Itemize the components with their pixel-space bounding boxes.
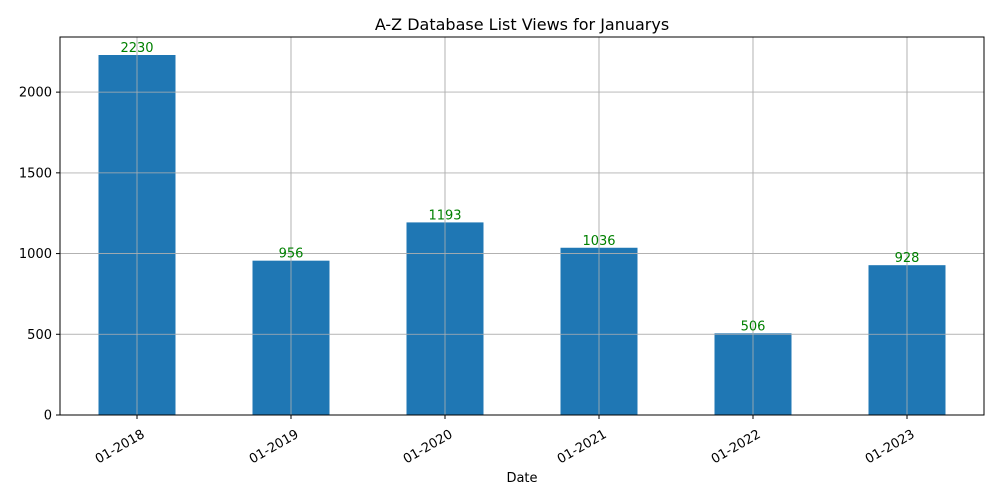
data-label: 506 [741, 319, 766, 334]
y-tick-label: 500 [27, 328, 52, 343]
y-tick-label: 0 [44, 409, 52, 424]
data-labels: 2230 956 1193 1036 506 928 [120, 41, 919, 334]
data-label: 1036 [582, 234, 615, 249]
data-label: 956 [279, 247, 304, 262]
x-axis-label: Date [506, 471, 537, 486]
y-tick-label: 1500 [19, 166, 52, 181]
plot-frame [59, 36, 985, 416]
data-label: 928 [895, 251, 920, 266]
y-tick-label: 2000 [19, 86, 52, 101]
chart-title: A-Z Database List Views for Januarys [375, 15, 669, 34]
data-label: 2230 [120, 41, 153, 56]
y-tick-label: 1000 [19, 247, 52, 262]
data-label: 1193 [428, 208, 461, 223]
